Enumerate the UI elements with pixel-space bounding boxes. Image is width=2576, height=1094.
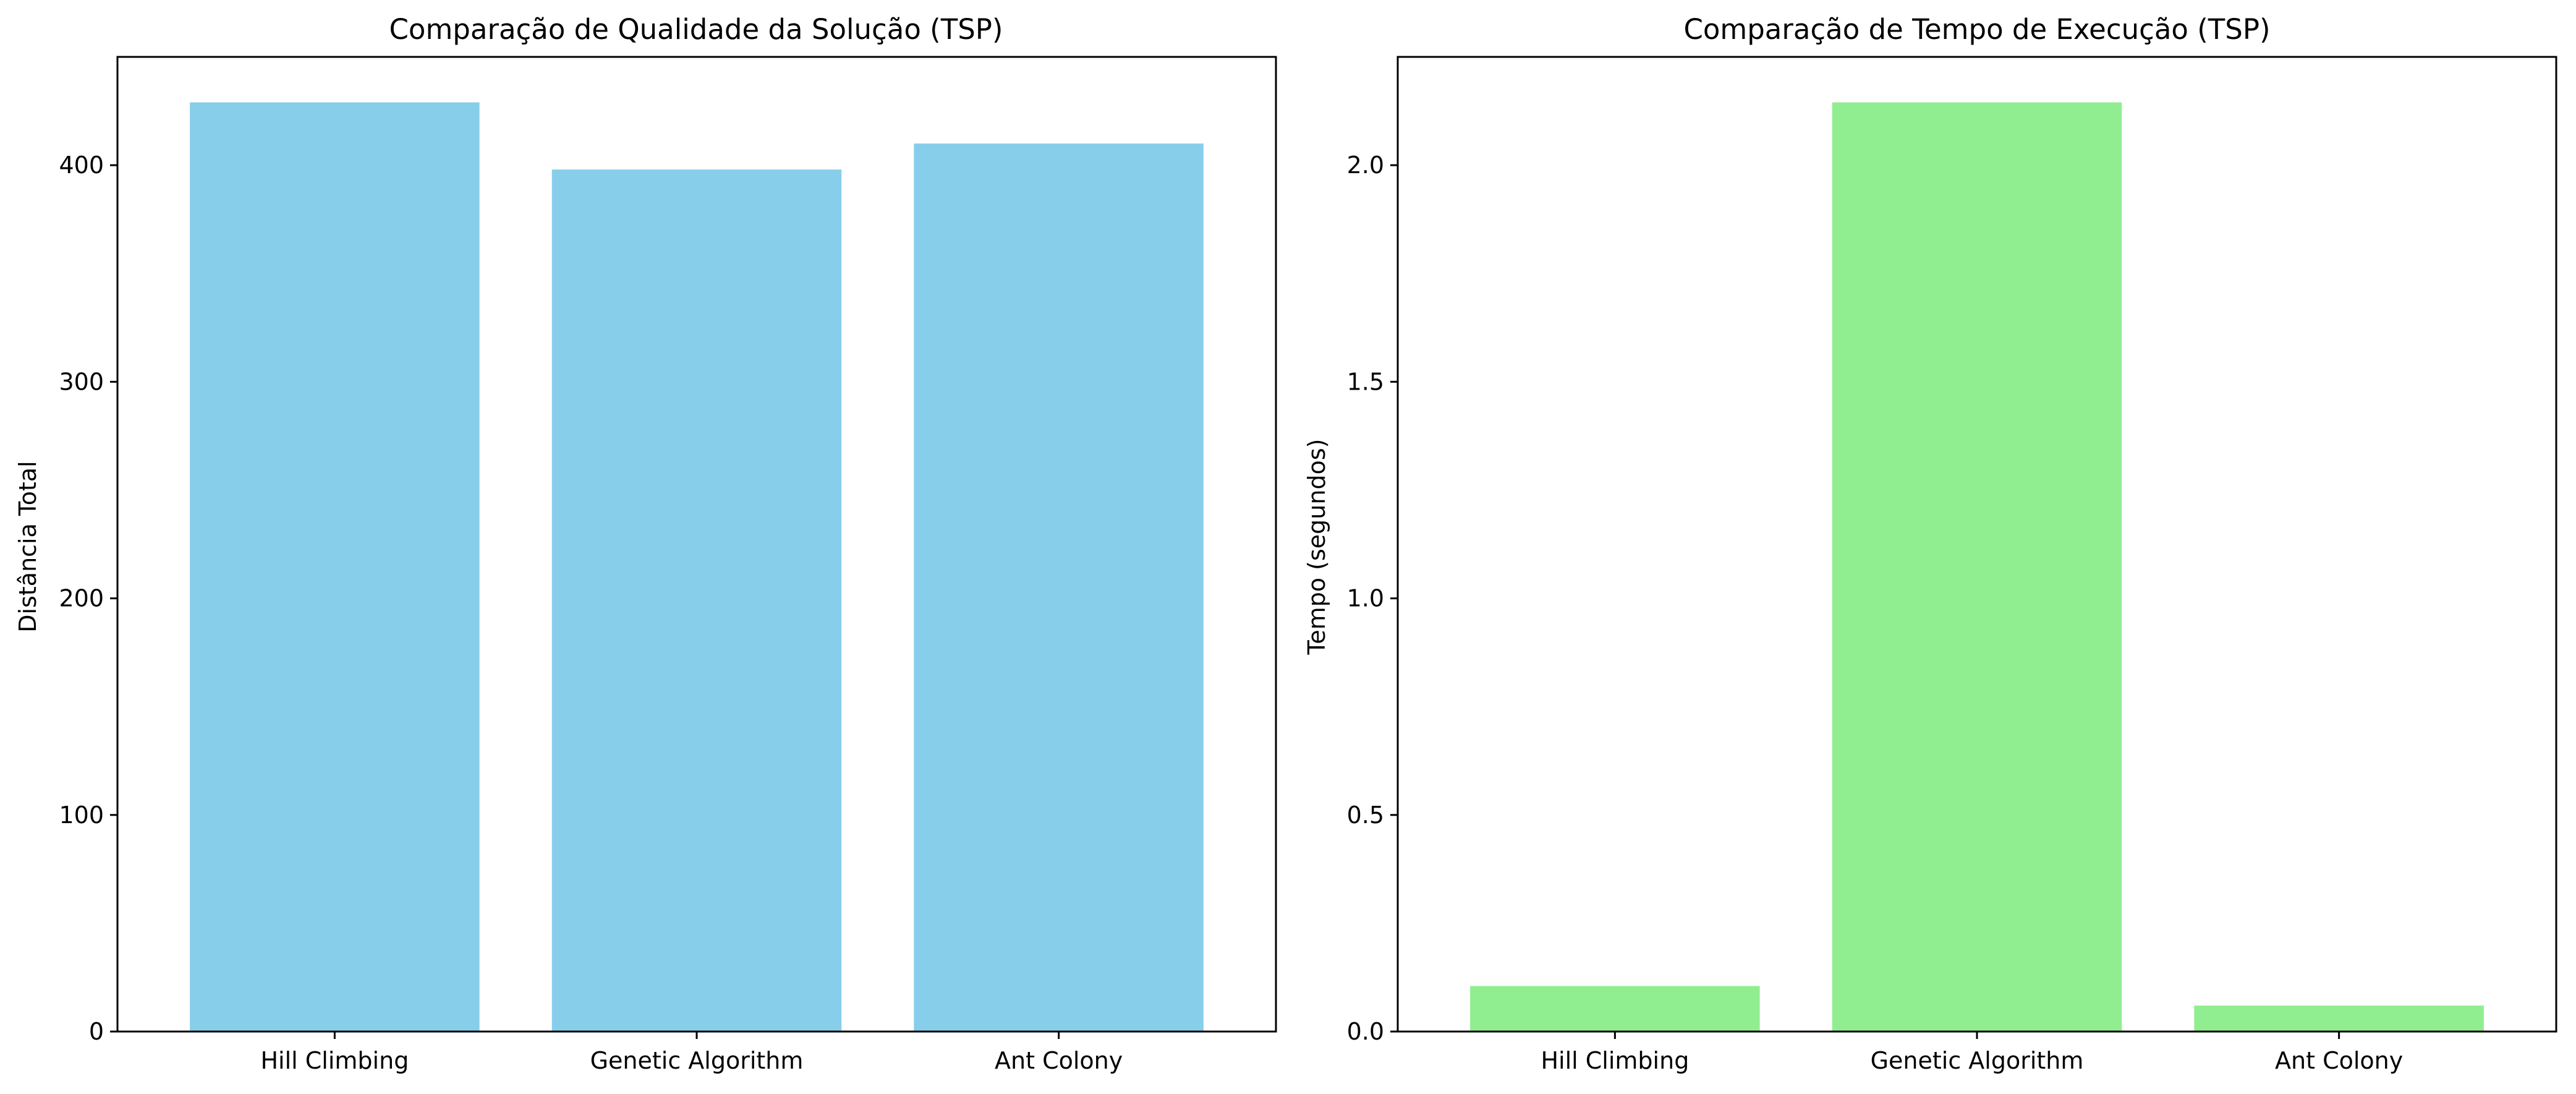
bar-group [1470,102,2484,1032]
chart-title: Comparação de Tempo de Execução (TSP) [1683,13,2270,46]
y-axis-label: Tempo (segundos) [1303,439,1330,656]
y-tick-label: 0.5 [1347,801,1384,829]
chart-solution-quality: Comparação de Qualidade da Solução (TSP)… [14,13,1277,1074]
y-tick-label: 2.0 [1347,152,1384,179]
y-tick-label: 1.5 [1347,368,1384,395]
bar-ant-colony [2194,1005,2484,1032]
y-axis-label: Distância Total [14,461,41,632]
plot-frame [1396,56,2557,1033]
chart-title: Comparação de Qualidade da Solução (TSP) [389,13,1003,46]
bar-group [190,102,1204,1032]
y-tick-label: 400 [59,152,104,179]
x-tick-label: Ant Colony [2275,1047,2403,1074]
bar-hill-climbing [1470,986,1760,1032]
y-tick-label: 200 [59,585,104,612]
x-tick-label: Ant Colony [995,1047,1123,1074]
y-tick-label: 1.0 [1347,585,1384,612]
y-tick-label: 0 [89,1018,104,1045]
tick-group: Hill Climbing Genetic Algorithm Ant Colony… [1347,152,2404,1074]
chart-execution-time: Comparação de Tempo de Execução (TSP) Te… [1303,13,2557,1074]
bar-genetic-algorithm [1832,102,2122,1032]
y-tick-label: 0.0 [1347,1018,1384,1045]
bar-genetic-algorithm [551,169,842,1032]
x-tick-label: Hill Climbing [1541,1047,1689,1074]
x-tick-label: Genetic Algorithm [590,1047,804,1074]
y-tick-label: 100 [59,801,104,829]
bar-hill-climbing [190,102,480,1032]
x-tick-label: Hill Climbing [260,1047,409,1074]
tick-group: Hill Climbing Genetic Algorithm Ant Colony… [59,152,1123,1074]
plot-frame [116,56,1277,1033]
x-tick-label: Genetic Algorithm [1871,1047,2084,1074]
bar-ant-colony [914,143,1204,1032]
y-tick-label: 300 [59,368,104,395]
